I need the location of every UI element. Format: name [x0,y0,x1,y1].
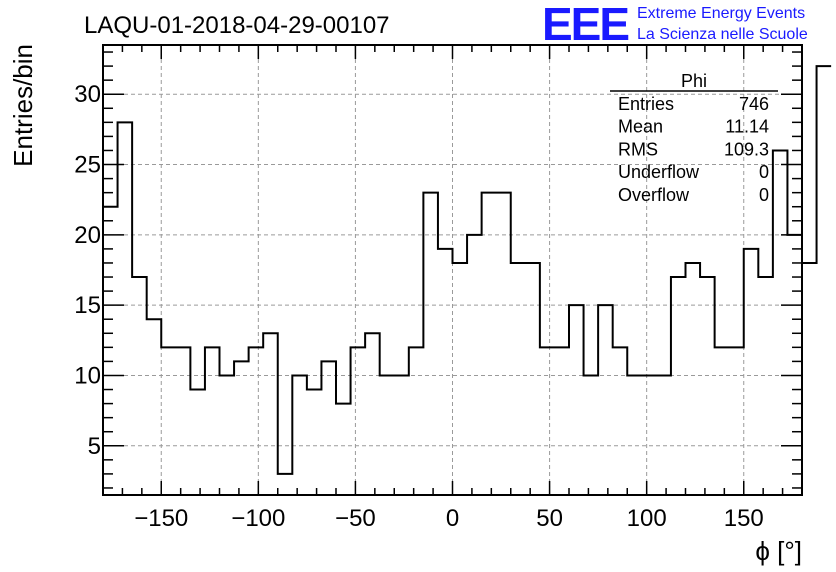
histogram-series [103,65,832,475]
y-tick-label: 5 [88,433,101,460]
grid-lines [103,45,802,495]
y-tick-label: 15 [74,292,101,319]
logo-line1: Extreme Energy Events [637,5,805,22]
x-tick-label: 50 [536,505,563,532]
y-tick-label: 20 [74,222,101,249]
x-tick-label: −150 [134,505,188,532]
stats-row-label: Mean [618,117,663,137]
x-tick-labels: −150 −100 −50 0 50 100 150 [134,505,764,532]
y-tick-label: 10 [74,362,101,389]
logo-mark: EEE [542,0,628,50]
stats-row-value: 746 [739,94,769,114]
x-tick-label: 100 [627,505,667,532]
y-axis-label: Entries/bin [8,44,38,167]
y-tick-label: 30 [74,81,101,108]
stats-row-value: 0 [759,185,769,205]
axis-ticks [102,45,803,495]
y-tick-labels: 5 10 15 20 25 30 [74,81,101,460]
stats-row-label: Overflow [618,185,690,205]
stats-row-label: RMS [618,139,658,159]
logo-line2: La Scienza nelle Scuole [637,26,808,43]
stats-row-label: Underflow [618,162,700,182]
x-tick-label: −100 [231,505,285,532]
x-tick-label: −50 [335,505,376,532]
y-tick-label: 25 [74,152,101,179]
stats-row-value: 0 [759,162,769,182]
x-tick-label: 150 [724,505,764,532]
x-tick-label: 0 [446,505,459,532]
stats-row-value: 109.3 [724,139,769,159]
stats-row-value: 11.14 [725,117,769,137]
stats-row-label: Entries [618,94,674,114]
chart-title: LAQU-01-2018-04-29-00107 [84,12,390,39]
eee-logo: EEE Extreme Energy Events La Scienza nel… [542,0,808,50]
stats-box: Phi Entries 746 Mean 11.14 RMS 109.3 Underflow… [610,71,778,205]
stats-title: Phi [681,71,707,91]
x-axis-label: ϕ [°] [755,536,802,566]
